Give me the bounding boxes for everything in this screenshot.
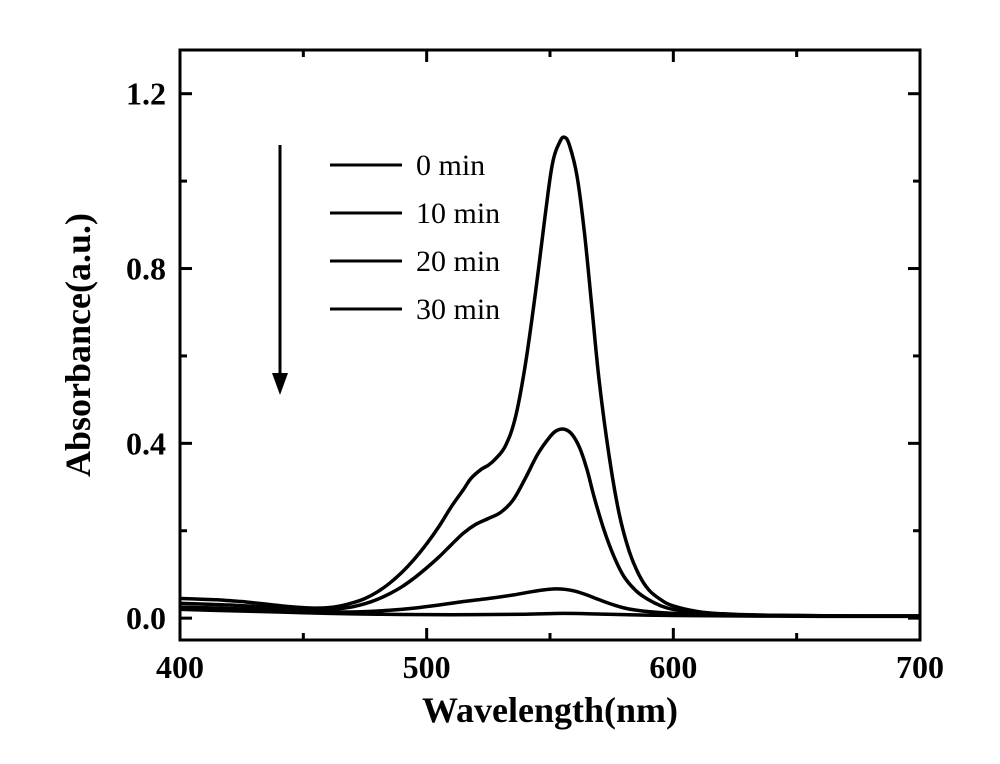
svg-text:Absorbance(a.u.): Absorbance(a.u.) [58,213,98,477]
svg-text:30 min: 30 min [416,293,500,326]
svg-text:0.0: 0.0 [126,600,166,636]
svg-text:600: 600 [649,649,697,685]
svg-text:10 min: 10 min [416,197,500,230]
svg-text:400: 400 [156,649,204,685]
absorbance-spectrum-chart: 400 500 600 700 0.0 0.4 0.8 1.2 Wavelength(nm) Ab… [40,20,960,740]
svg-text:700: 700 [896,649,944,685]
svg-text:0.8: 0.8 [126,251,166,287]
svg-text:0.4: 0.4 [126,425,166,461]
svg-text:Wavelength(nm): Wavelength(nm) [422,690,678,730]
svg-text:0 min: 0 min [416,149,485,182]
chart-svg: 400 500 600 700 0.0 0.4 0.8 1.2 Wavelength(nm) Ab… [40,20,960,740]
svg-text:20 min: 20 min [416,245,500,278]
svg-text:500: 500 [403,649,451,685]
svg-text:1.2: 1.2 [126,76,166,112]
